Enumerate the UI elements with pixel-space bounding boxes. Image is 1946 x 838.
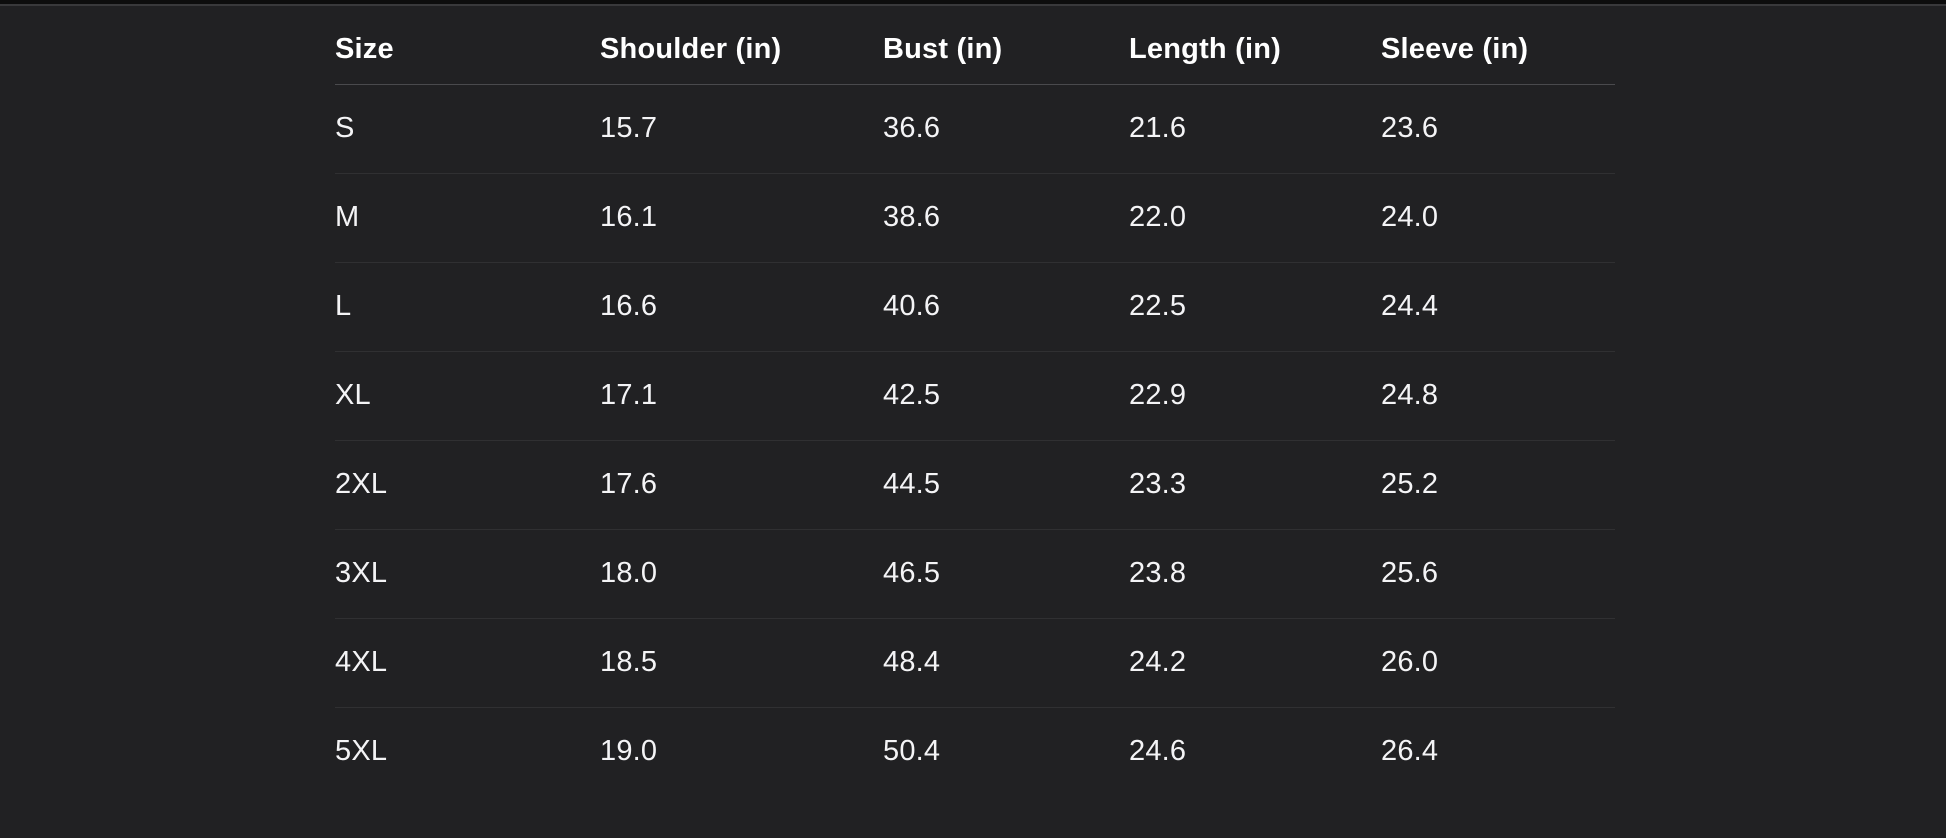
shoulder-cell: 16.6 bbox=[600, 262, 883, 352]
bust-cell: 38.6 bbox=[883, 173, 1129, 263]
length-cell: 24.6 bbox=[1129, 735, 1187, 768]
column-header-bust: Bust (in) bbox=[883, 6, 1129, 85]
sleeve-cell: 26.4 bbox=[1381, 735, 1439, 768]
size-cell: 3XL bbox=[335, 529, 600, 619]
length-cell: 22.0 bbox=[1129, 173, 1381, 263]
table-row-s: S 15.7 36.6 21.6 23.6 bbox=[335, 84, 1615, 174]
sleeve-cell: 26.0 bbox=[1381, 618, 1615, 708]
sleeve-cell: 25.2 bbox=[1381, 440, 1615, 530]
bust-cell: 48.4 bbox=[883, 618, 1129, 708]
size-cell: 5XL bbox=[335, 735, 388, 768]
shoulder-cell: 18.5 bbox=[600, 618, 883, 708]
size-cell: L bbox=[335, 262, 600, 352]
shoulder-cell: 18.0 bbox=[600, 529, 883, 619]
top-edge-divider bbox=[0, 4, 1946, 6]
sleeve-cell: 24.8 bbox=[1381, 351, 1615, 441]
length-cell: 22.9 bbox=[1129, 351, 1381, 441]
length-cell: 24.2 bbox=[1129, 618, 1381, 708]
table-row-l: L 16.6 40.6 22.5 24.4 bbox=[335, 262, 1615, 352]
bust-cell: 46.5 bbox=[883, 529, 1129, 619]
sleeve-cell: 24.0 bbox=[1381, 173, 1615, 263]
top-edge-strip bbox=[0, 0, 1946, 4]
size-chart-container: Size Shoulder (in) Bust (in) Length (in)… bbox=[335, 6, 1615, 796]
header-row: Size Shoulder (in) Bust (in) Length (in)… bbox=[335, 6, 1615, 85]
column-header-sleeve: Sleeve (in) bbox=[1381, 6, 1615, 85]
shoulder-cell: 17.6 bbox=[600, 440, 883, 530]
sleeve-cell: 25.6 bbox=[1381, 529, 1615, 619]
size-cell: M bbox=[335, 173, 600, 263]
length-cell: 21.6 bbox=[1129, 84, 1381, 174]
table-row-5xl: 5XL 19.0 50.4 24.6 26.4 bbox=[335, 707, 1615, 796]
shoulder-cell: 16.1 bbox=[600, 173, 883, 263]
sleeve-cell: 23.6 bbox=[1381, 84, 1615, 174]
bust-cell: 40.6 bbox=[883, 262, 1129, 352]
shoulder-cell: 19.0 bbox=[600, 735, 658, 768]
shoulder-cell: 15.7 bbox=[600, 84, 883, 174]
table-row-xl: XL 17.1 42.5 22.9 24.8 bbox=[335, 351, 1615, 441]
length-cell: 22.5 bbox=[1129, 262, 1381, 352]
column-header-length: Length (in) bbox=[1129, 6, 1381, 85]
size-cell: 2XL bbox=[335, 440, 600, 530]
length-cell: 23.8 bbox=[1129, 529, 1381, 619]
table-row-4xl: 4XL 18.5 48.4 24.2 26.0 bbox=[335, 618, 1615, 708]
size-cell: XL bbox=[335, 351, 600, 441]
table-row-2xl: 2XL 17.6 44.5 23.3 25.2 bbox=[335, 440, 1615, 530]
table-row-3xl: 3XL 18.0 46.5 23.8 25.6 bbox=[335, 529, 1615, 619]
bust-cell: 44.5 bbox=[883, 440, 1129, 530]
size-cell: S bbox=[335, 84, 600, 174]
size-chart-table: Size Shoulder (in) Bust (in) Length (in)… bbox=[335, 6, 1615, 796]
size-cell: 4XL bbox=[335, 618, 600, 708]
bust-cell: 42.5 bbox=[883, 351, 1129, 441]
bust-cell: 50.4 bbox=[883, 735, 941, 768]
shoulder-cell: 17.1 bbox=[600, 351, 883, 441]
bust-cell: 36.6 bbox=[883, 84, 1129, 174]
column-header-size: Size bbox=[335, 6, 600, 85]
page-background: Size Shoulder (in) Bust (in) Length (in)… bbox=[0, 0, 1946, 796]
length-cell: 23.3 bbox=[1129, 440, 1381, 530]
column-header-shoulder: Shoulder (in) bbox=[600, 6, 883, 85]
sleeve-cell: 24.4 bbox=[1381, 262, 1615, 352]
table-row-m: M 16.1 38.6 22.0 24.0 bbox=[335, 173, 1615, 263]
